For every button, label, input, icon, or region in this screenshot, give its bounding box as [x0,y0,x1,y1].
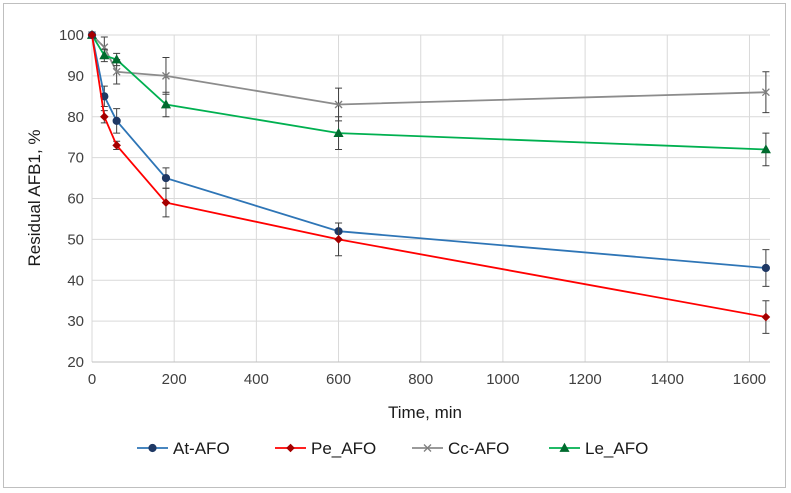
data-point [112,116,121,125]
legend-label: Pe_AFO [311,439,376,458]
series-Pe_AFO [87,30,771,334]
data-point [161,198,171,207]
data-point [112,67,121,76]
series-line [91,34,766,151]
y-tick-label: 80 [67,109,84,126]
x-tick-label: 400 [244,371,269,388]
x-tick-label: 0 [88,371,96,388]
series-line [91,34,766,106]
data-point [761,88,770,97]
x-tick-label: 200 [162,371,187,388]
data-point [334,100,343,109]
x-tick-label: 1400 [651,371,684,388]
legend-marker [423,444,432,452]
y-tick-label: 40 [67,272,84,289]
x-tick-label: 800 [408,371,433,388]
data-point [160,99,172,109]
series-line [91,34,767,318]
legend-item: Le_AFO [549,439,648,458]
legend-marker [559,442,570,452]
series-line [91,34,766,269]
x-tick-label: 600 [326,371,351,388]
legend: At-AFO Pe_AFO Cc-AFO Le_AFO [137,439,648,458]
legend-item: Cc-AFO [412,439,509,458]
data-point [761,263,770,273]
y-tick-label: 90 [67,68,84,85]
y-tick-label: 70 [67,150,84,167]
x-tick-label: 1600 [733,371,766,388]
data-point [111,54,122,64]
y-tick-label: 60 [67,191,84,208]
legend-item: At-AFO [137,439,230,458]
data-point [162,71,170,80]
x-tick-label: 1200 [568,371,601,388]
x-axis-title: Time, min [388,403,462,422]
chart-frame [3,3,786,488]
data-point [333,127,344,137]
x-tick-label: 1000 [486,371,519,388]
gridlines [91,34,770,363]
legend-marker [148,443,157,453]
data-point [100,112,109,122]
y-axis-title: Residual AFB1, % [25,129,44,266]
data-point [761,312,771,322]
data-point [334,235,343,244]
legend-label: Cc-AFO [448,439,509,458]
y-tick-label: 100 [59,27,84,44]
legend-item: Pe_AFO [275,439,376,458]
y-tick-label: 50 [67,231,84,248]
y-tick-labels: 20 30 40 50 60 70 80 90 100 [59,27,84,371]
data-point [87,30,97,40]
x-tick-labels: 0 200 400 600 800 1000 1200 1400 1600 [88,371,766,388]
data-point [99,50,110,60]
data-point [760,144,771,154]
legend-marker [286,443,295,453]
data-point [112,141,121,150]
data-point [161,173,171,183]
legend-label: At-AFO [173,439,230,458]
legend-label: Le_AFO [585,439,648,458]
series-group [86,29,771,334]
y-tick-label: 30 [67,313,84,330]
y-tick-label: 20 [67,354,84,371]
